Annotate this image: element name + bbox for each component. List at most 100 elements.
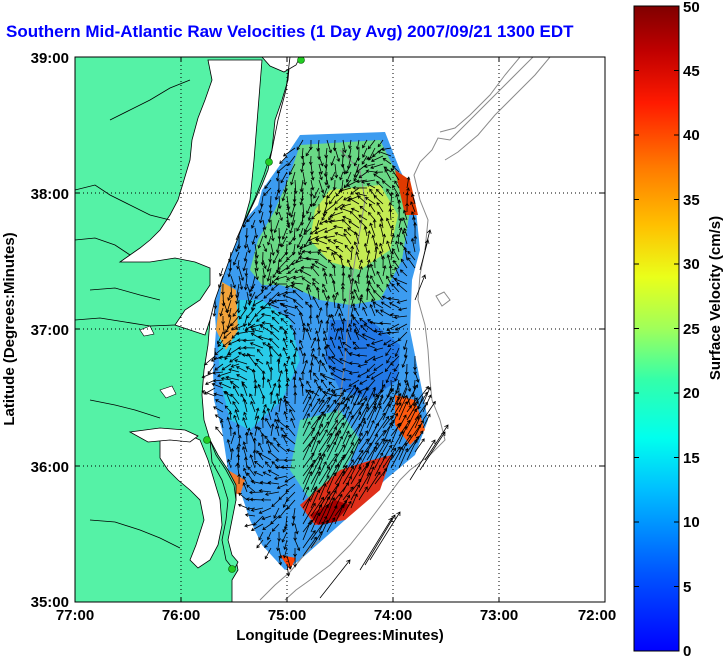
velocity-arrow [334,482,350,501]
velocity-arrow [396,299,408,304]
velocity-arrow [221,363,232,371]
velocity-arrow [266,440,272,453]
velocity-arrow [334,232,344,237]
river-york [89,287,161,301]
velocity-arrow [258,489,272,493]
velocity-arrow [315,219,320,231]
velocity-arrow [311,211,320,220]
velocity-arrow [350,187,360,195]
map-title: Southern Mid-Atlantic Raw Velocities (1 … [6,22,574,41]
velocity-arrow [353,322,360,333]
velocity-arrow [326,432,339,453]
velocity-arrow [366,183,376,189]
velocity-arrow [269,442,280,453]
velocity-arrow [330,372,344,381]
velocity-arrow [249,283,256,293]
velocity-arrow [301,322,306,333]
velocity-arrow [398,382,409,405]
velocity-arrow [244,267,249,277]
velocity-arrow [343,195,352,201]
velocity-arrow [218,355,232,360]
velocity-arrow [302,463,314,485]
velocity-arrow [350,432,363,453]
velocity-arrow [302,402,312,421]
y-axis-label: Latitude (Degrees:Minutes) [1,232,18,425]
velocity-arrow [323,330,328,341]
velocity-arrow [358,259,363,269]
velocity-arrow [276,358,281,373]
velocity-arrow [247,315,256,327]
velocity-arrow [342,430,350,445]
velocity-arrow [280,427,288,437]
velocity-arrow [275,275,288,281]
velocity-arrow [250,507,264,512]
velocity-arrow [227,458,232,469]
velocity-arrow [382,447,397,469]
velocity-arrow [236,299,241,314]
velocity-arrow [261,321,272,325]
velocity-arrow [272,267,280,279]
x-tick-label: 76:00 [162,607,200,624]
velocity-arrow [242,259,248,272]
velocity-arrow [243,275,248,291]
velocity-arrow [266,267,272,282]
velocity-arrow [215,426,224,437]
velocity-arrow [238,275,244,291]
colorbar-tick-label: 0 [683,643,691,659]
velocity-arrow [379,309,392,317]
velocity-arrow [412,379,417,390]
velocity-arrow [282,147,296,157]
velocity-arrow [342,163,347,175]
velocity-arrow [241,382,248,397]
velocity-arrow [242,482,248,493]
velocity-arrow [370,155,384,162]
velocity-arrow [264,179,272,190]
velocity-arrow [278,555,283,566]
velocity-arrow [358,449,369,469]
velocity-arrow [218,382,232,389]
chesapeake-bay [118,59,263,336]
velocity-arrow [326,472,337,493]
velocity-arrow [376,284,384,293]
velocity-arrow [349,210,360,221]
velocity-arrow [369,511,401,561]
velocity-arrow [382,265,387,277]
velocity-arrow [249,454,256,469]
velocity-arrow [322,289,328,301]
velocity-arrow [275,171,280,182]
velocity-arrow [303,227,312,235]
velocity-arrow [302,359,308,373]
velocity-arrow [342,405,350,421]
velocity-arrow [398,217,403,229]
velocity-arrow [261,515,272,521]
y-tick-label: 39:00 [31,50,69,67]
velocity-arrow [242,345,256,350]
velocity-arrow [362,139,368,149]
velocity-arrow [406,384,418,405]
velocity-arrow [224,390,232,405]
velocity-arrow [288,235,296,246]
velocity-arrow [234,359,248,365]
velocity-arrow [302,452,315,469]
velocity-arrow [290,171,296,186]
velocity-arrow [298,227,304,238]
velocity-arrow [290,284,304,293]
velocity-arrow [390,446,403,469]
velocity-arrow [296,219,304,232]
velocity-arrow [256,348,264,357]
velocity-arrow [348,197,360,205]
colorbar-tick-label: 45 [683,63,700,80]
velocity-arrow [342,486,354,501]
velocity-arrow [228,368,240,373]
velocity-arrow [357,371,368,378]
velocity-arrow [253,471,264,477]
velocity-arrow [310,489,320,509]
velocity-arrow [394,180,400,189]
velocity-arrow [370,275,376,285]
velocity-arrow [352,185,368,190]
velocity-arrow [302,521,312,541]
velocity-arrow [274,187,280,201]
velocity-arrow [384,168,392,181]
velocity-arrow [309,227,320,235]
velocity-arrow [230,315,240,327]
